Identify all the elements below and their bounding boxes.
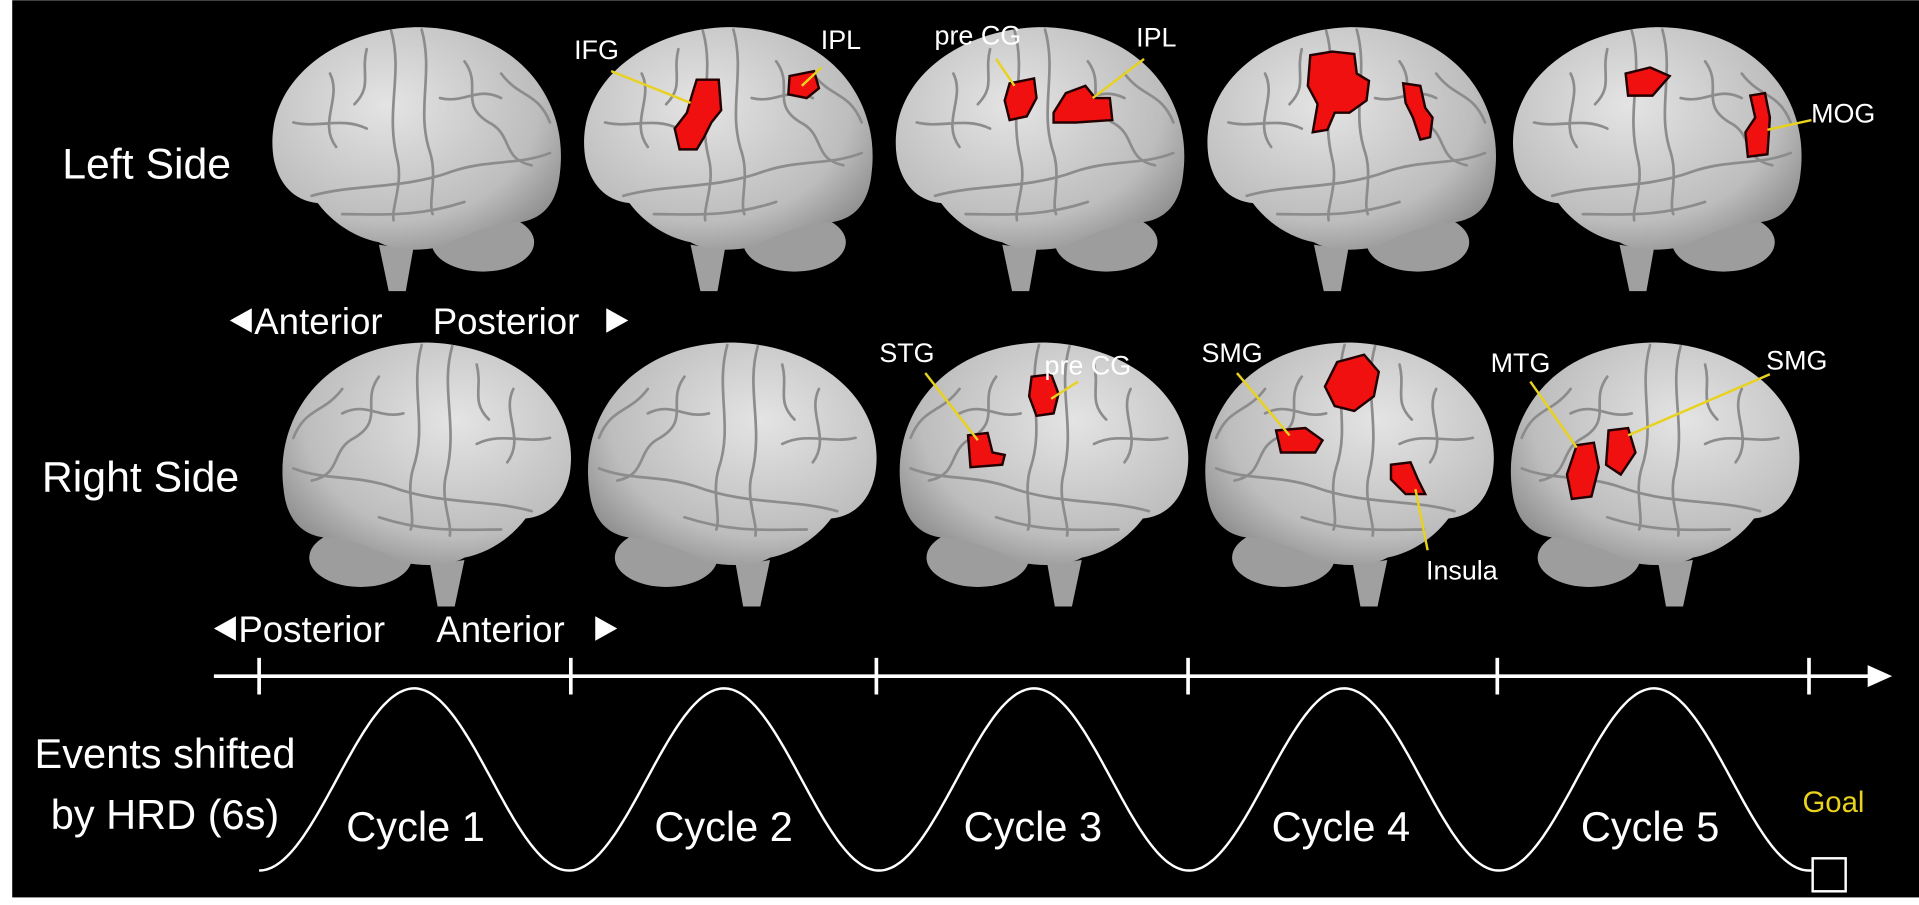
annotation: SMG (1201, 338, 1262, 368)
figure: IFG IPL pre CG IPL MOG STG pre CG SMG In… (0, 0, 1919, 905)
annotation: IPL (821, 25, 861, 55)
annotation: IPL (1136, 23, 1176, 53)
annotation: pre CG (1045, 350, 1132, 380)
timeline-label: by HRD (6s) (51, 791, 280, 838)
direction-label: Posterior (433, 301, 580, 342)
cycle-label: Cycle 3 (964, 803, 1103, 850)
annotation: IFG (574, 35, 619, 65)
annotation: MTG (1491, 348, 1551, 378)
direction-label: Anterior (436, 609, 564, 650)
cycle-label: Cycle 4 (1272, 803, 1411, 850)
annotation: SMG (1766, 345, 1827, 375)
goal-label: Goal (1802, 786, 1864, 819)
row-label: Left Side (62, 141, 231, 189)
annotation: MOG (1811, 98, 1875, 128)
direction-label: Anterior (254, 301, 382, 342)
activation (1029, 374, 1058, 416)
annotation: Insula (1426, 556, 1498, 586)
annotation: pre CG (935, 20, 1022, 50)
cycle-label: Cycle 5 (1581, 803, 1720, 850)
cycle-label: Cycle 1 (346, 803, 485, 850)
page: IFG IPL pre CG IPL MOG STG pre CG SMG In… (0, 0, 1919, 905)
annotation: STG (879, 338, 934, 368)
direction-label: Posterior (238, 609, 385, 650)
timeline-label: Events shifted (35, 730, 296, 777)
cycle-label: Cycle 2 (654, 803, 793, 850)
row-label: Right Side (42, 454, 239, 502)
